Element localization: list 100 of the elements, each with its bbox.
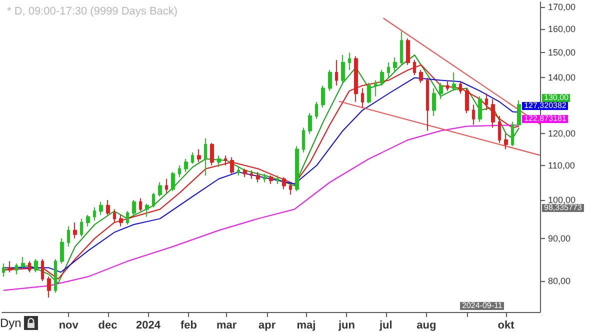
candlestick [21, 256, 25, 268]
candlestick [2, 262, 5, 278]
x-tick-label: jun [337, 320, 356, 332]
candlestick [269, 174, 273, 185]
candlestick [419, 69, 423, 84]
y-tick-label: 80,00 [548, 276, 571, 286]
x-tick-label: okt [498, 320, 515, 332]
y-tick-label: 140,00 [548, 72, 576, 83]
candlestick [165, 178, 168, 194]
candlestick [126, 210, 129, 225]
y-tick-label: 110,00 [548, 160, 575, 170]
candlestick [321, 85, 325, 108]
data-label: 122,873181 [522, 114, 568, 124]
candlestick [41, 258, 44, 282]
candlestick [485, 93, 488, 111]
candlestick [191, 152, 194, 164]
y-tick-label: 160,00 [548, 24, 576, 34]
annotation: 2024-09-11 [460, 301, 504, 310]
candlestick [491, 98, 495, 128]
candlestick [119, 214, 123, 227]
candlestick [308, 112, 312, 134]
y-tick-label: 100,00 [548, 195, 576, 206]
candlestick [504, 133, 508, 150]
text: 130,00 [544, 93, 568, 102]
candlestick [367, 82, 371, 104]
candlestick [387, 62, 390, 78]
candlestick [210, 142, 214, 166]
candlestick [106, 200, 110, 216]
y-tick-label: 170,00 [548, 2, 576, 12]
candlestick [452, 72, 456, 92]
x-tick-label: maj [296, 320, 316, 332]
candlestick [472, 104, 475, 126]
candlestick [295, 146, 299, 192]
x-tick-label: 2024 [136, 320, 162, 332]
candlestick [374, 80, 377, 97]
candlestick [348, 52, 351, 70]
y-tick-label: 150,00 [548, 48, 576, 58]
chart-title: * D, 09:00-17:30 (9999 Days Back) [7, 6, 178, 18]
candlestick [341, 54, 345, 84]
x-tick-label: nov [58, 320, 80, 332]
candlestick [517, 100, 521, 127]
candlestick [459, 81, 462, 94]
candlestick [426, 77, 429, 132]
candlestick [184, 158, 188, 173]
x-tick-label: dec [98, 320, 118, 332]
candlestick [197, 148, 201, 163]
candlestick [276, 174, 279, 185]
candlestick [282, 176, 286, 190]
candlestick [256, 172, 260, 183]
candlestick [93, 206, 96, 222]
candlestick [250, 170, 253, 180]
data-label: 127,320382 [522, 101, 568, 110]
candlestick [511, 121, 514, 147]
candlestick [80, 218, 83, 237]
candlestick [302, 127, 305, 153]
candlestick [432, 88, 436, 117]
candlestick [413, 59, 416, 76]
candlestick [224, 155, 227, 166]
candlestick [478, 96, 482, 122]
candlestick [328, 69, 332, 92]
candlestick [498, 116, 501, 144]
candlestick [465, 88, 469, 114]
candlestick [145, 203, 149, 218]
candlestick [217, 155, 221, 168]
candlestick [15, 262, 18, 275]
x-tick-label: apr [258, 320, 276, 332]
text: 98,335773 [542, 203, 584, 212]
candlestick [406, 38, 410, 66]
candlestick [243, 168, 247, 178]
candlestick [113, 208, 116, 224]
candlestick [354, 56, 358, 102]
candlestick [237, 166, 240, 176]
candlestick [361, 88, 364, 108]
x-tick-label: aug [416, 320, 436, 332]
candlestick [54, 258, 57, 294]
candlestick [335, 59, 338, 86]
candlestick [67, 226, 70, 248]
x-tick-label: feb [180, 320, 198, 332]
candlestick [171, 172, 175, 192]
candlestick [132, 200, 136, 216]
candlestick [99, 201, 103, 216]
x-tick-label: jul [378, 320, 392, 332]
y-tick-label: 120,00 [548, 128, 576, 139]
candlestick [139, 198, 142, 212]
candlestick [34, 258, 38, 273]
candlestick [439, 82, 443, 100]
candlestick [289, 184, 292, 196]
candlestick [263, 173, 266, 183]
candlestick [60, 238, 64, 264]
candlestick [380, 69, 384, 86]
candlestick [28, 260, 31, 273]
line-series [2, 124, 520, 291]
candlestick [73, 222, 77, 239]
candlestick [230, 156, 234, 174]
x-tick-label: mar [216, 320, 238, 332]
y-tick-label: 90,00 [548, 233, 571, 244]
candlestick [393, 56, 397, 74]
candlestick [158, 182, 162, 197]
candlestick [315, 101, 318, 120]
candlestick [178, 164, 181, 178]
